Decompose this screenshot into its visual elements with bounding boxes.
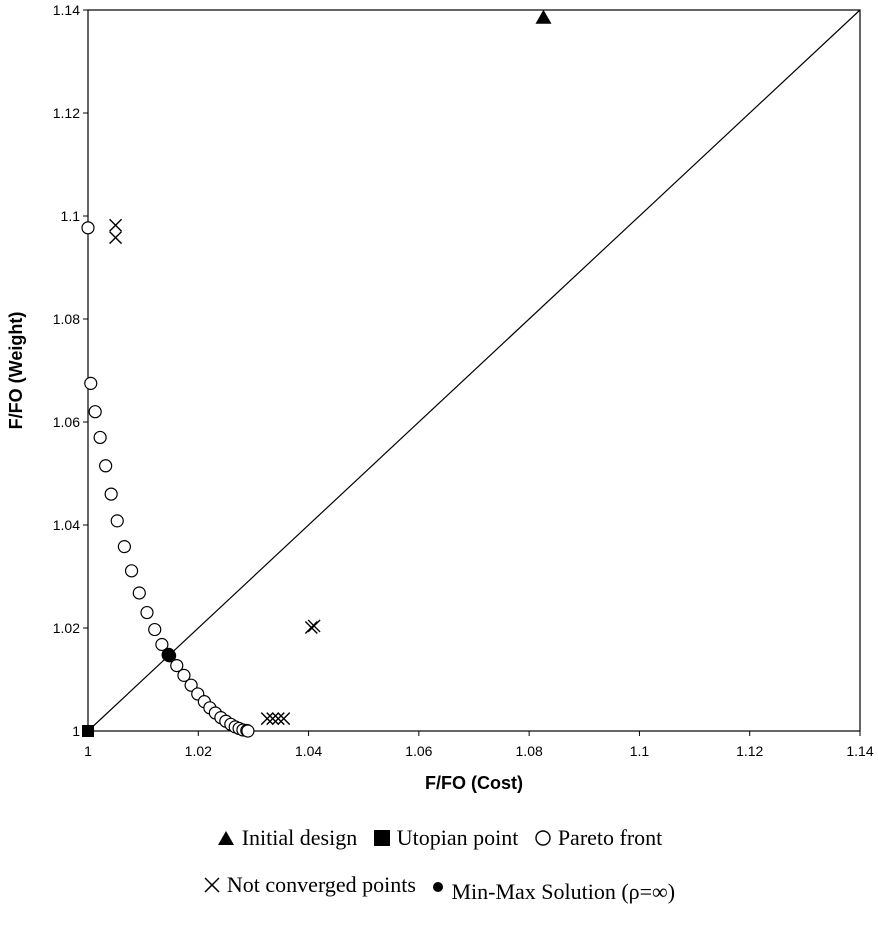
not-converged-point [109,218,123,232]
legend-entry-utopian-point: Utopian point [373,825,519,851]
min-max-solution-point [161,647,176,662]
pareto-point [140,605,154,620]
not-converged-point [109,231,123,245]
x-tick-label: 1 [84,743,92,759]
filled-circle-icon [433,882,444,892]
pareto-point [132,586,146,600]
legend-row-2: Not converged points Min-Max Solution (ρ… [0,872,878,905]
x-stroke [109,231,123,245]
not-converged-point [266,712,280,726]
pareto-point [148,622,162,637]
y-tick-label: 1.06 [53,414,80,430]
legend-entry-not-converged: Not converged points [203,872,416,898]
pareto-point [117,540,131,554]
pareto-point [177,668,191,682]
y-tick-label: 1.1 [61,208,81,224]
x-tick-label: 1.08 [516,743,543,759]
pareto-point [170,658,184,673]
x-stroke [271,712,285,726]
diagonal-line [87,9,861,732]
not-converged-point [307,619,321,633]
pareto-point [110,514,124,528]
x-tick-label: 1.12 [736,743,763,759]
not-converged-point [277,712,291,726]
legend-entry-pareto-front: Pareto front [534,825,662,851]
pareto-point [99,459,113,473]
pareto-point [241,724,255,738]
scatter-chart: 1 1.02 1.04 1.06 1.08 1.1 1.12 1.14 1 1.02 1.04 1.0… [6,2,874,793]
y-tick-label: 1.14 [53,2,80,18]
legend-entry-min-max-solution: Min-Max Solution (ρ=∞) [431,879,675,905]
not-converged-point [271,712,285,726]
pareto-point [104,487,118,501]
not-converged-point [304,620,318,634]
pareto-point [155,637,169,652]
axes-layer: 1 1.02 1.04 1.06 1.08 1.1 1.12 1.14 1 1.02 1.04 1.0… [6,2,874,793]
x-stroke [266,712,280,726]
plot-frame [87,9,861,732]
not-converged-point [260,712,274,726]
x-stroke [307,619,321,633]
y-tick-label: 1 [72,723,80,739]
triangle-icon [217,831,234,845]
legend-entry-initial-design: Initial design [216,825,357,851]
pareto-point [124,564,139,578]
x-tick-label: 1.04 [295,743,322,759]
open-circle-icon [535,830,551,846]
x-stroke [277,712,291,726]
square-icon [373,830,390,846]
y-tick-label: 1.08 [53,311,80,327]
x-tick-label: 1.1 [630,743,650,759]
legend-row-1: Initial design Utopian point Pareto fron… [0,825,878,853]
y-tick-label: 1.02 [53,620,80,636]
legend-label-min-max-solution: Min-Max Solution (ρ=∞) [451,879,676,904]
initial-design-point [535,9,552,24]
x-tick-label: 1.02 [185,743,212,759]
legend-label-initial-design: Initial design [241,825,358,850]
legend-label-pareto-front: Pareto front [557,825,663,850]
x-tick-label: 1.06 [405,743,432,759]
x-stroke [109,218,123,232]
x-mark-icon [204,877,220,893]
y-axis-title: F/FO (Weight) [6,312,26,430]
utopian-point [82,725,94,737]
legend-label-not-converged: Not converged points [226,872,416,897]
x-tick-label: 1.14 [846,743,873,759]
pareto-point [184,678,198,692]
pareto-point [93,430,107,445]
pareto-point [84,376,98,390]
x-stroke [260,712,274,726]
pareto-point [81,221,95,235]
pareto-point [88,405,102,419]
marks-layer [81,9,552,738]
y-tick-label: 1.12 [53,105,80,121]
x-stroke [304,620,318,634]
y-tick-label: 1.04 [53,517,80,533]
legend-label-utopian-point: Utopian point [396,825,519,850]
x-axis-title: F/FO (Cost) [425,773,523,793]
